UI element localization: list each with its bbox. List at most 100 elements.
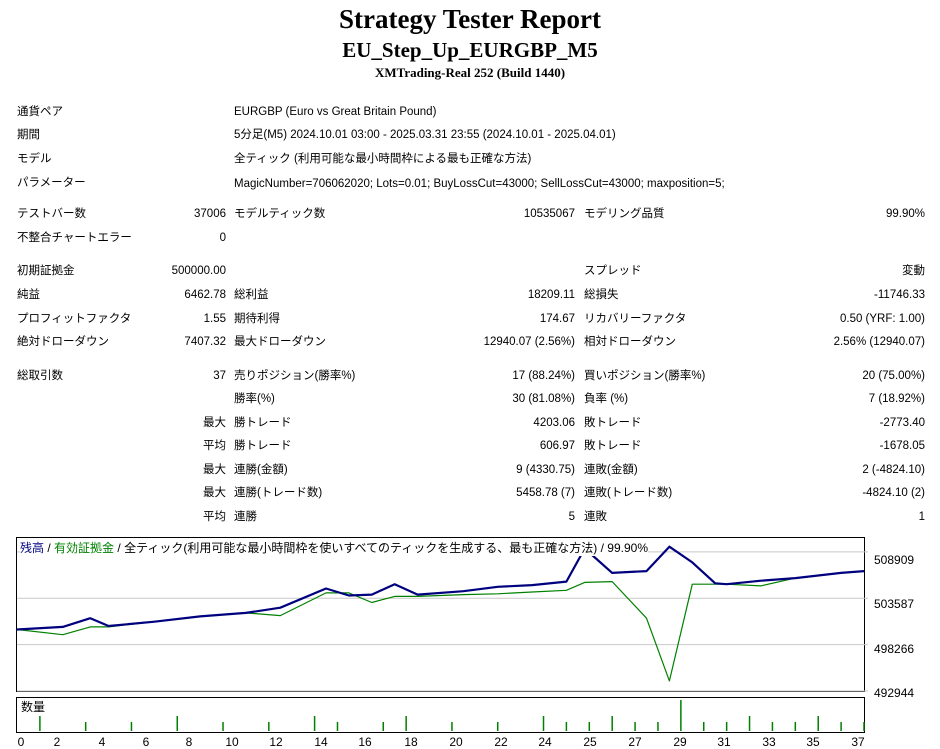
average-cons-label: 平均 <box>203 511 226 523</box>
x-tick-label: 6 <box>142 735 150 749</box>
x-tick-label: 37 <box>851 735 865 749</box>
chart-legend: 残高 / 有効証拠金 / 全ティック(利用可能な最小時間枠を使いすべてのティック… <box>20 540 648 556</box>
long-positions-label: 買いポジション(勝率%) <box>584 370 706 382</box>
win-rate-label: 勝率(%) <box>234 393 275 405</box>
max-cons-losses-money-value: 2 (-4824.10) <box>862 464 925 476</box>
x-tick-label: 20 <box>449 735 463 749</box>
gross-profit-label: 総利益 <box>234 289 269 301</box>
max-cons-loss-label: 連敗(トレード数) <box>584 487 673 499</box>
x-tick-label: 4 <box>98 735 106 749</box>
win-rate-value: 30 (81.08%) <box>512 393 575 405</box>
recovery-factor-value: 0.50 (YRF: 1.00) <box>839 313 925 325</box>
y-tick-label: 503587 <box>874 597 915 611</box>
gross-loss-label: 総損失 <box>584 289 619 301</box>
avg-loss-value: -1678.05 <box>879 440 925 452</box>
largest-win-value: 4203.06 <box>533 417 575 429</box>
avg-cons-losses-value: 1 <box>918 511 925 523</box>
x-tick-label: 14 <box>314 735 328 749</box>
expected-payoff-label: 期待利得 <box>234 313 280 325</box>
report-subtitle: EU_Step_Up_EURGBP_M5 <box>342 38 598 62</box>
abs-drawdown-value: 7407.32 <box>184 336 226 348</box>
largest-loss-value: -2773.40 <box>879 417 925 429</box>
largest-win-label: 勝トレード <box>234 417 292 429</box>
volume-chart <box>16 697 865 733</box>
total-trades-value: 37 <box>213 370 226 382</box>
short-positions-label: 売りポジション(勝率%) <box>234 370 356 382</box>
x-tick-label: 2 <box>53 735 61 749</box>
long-positions-value: 20 (75.00%) <box>862 370 925 382</box>
x-tick-label: 10 <box>225 735 239 749</box>
mismatch-label: 不整合チャートエラー <box>17 232 132 244</box>
x-tick-label: 0 <box>17 735 25 749</box>
max-cons-profit-value: 5458.78 (7) <box>516 487 575 499</box>
maximal-label: 最大 <box>203 487 226 499</box>
pair-value: EURGBP (Euro vs Great Britain Pound) <box>234 106 437 118</box>
expected-payoff-value: 174.67 <box>539 313 575 325</box>
net-profit-value: 6462.78 <box>184 289 226 301</box>
deposit-value: 500000.00 <box>171 265 226 277</box>
abs-drawdown-label: 絶対ドローダウン <box>17 336 109 348</box>
net-profit-label: 純益 <box>17 289 40 301</box>
quality-label: モデリング品質 <box>584 208 665 220</box>
recovery-factor-label: リカバリーファクタ <box>584 313 687 325</box>
parameters-label: パラメーター <box>17 177 86 189</box>
max-cons-loss-value: -4824.10 (2) <box>862 487 925 499</box>
avg-loss-label: 敗トレード <box>584 440 642 452</box>
max-drawdown-value: 12940.07 (2.56%) <box>483 336 575 348</box>
volume-label: 数量 <box>21 700 46 714</box>
largest-label: 最大 <box>203 417 226 429</box>
x-tick-label: 33 <box>762 735 776 749</box>
parameters-value: MagicNumber=706062020; Lots=0.01; BuyLos… <box>234 178 725 190</box>
x-tick-label: 27 <box>628 735 642 749</box>
period-label: 期間 <box>17 129 40 141</box>
legend-equity: 有効証拠金 <box>54 541 115 555</box>
x-tick-label: 31 <box>717 735 731 749</box>
maximum-label: 最大 <box>203 464 226 476</box>
quality-value: 99.90% <box>885 208 925 220</box>
y-tick-label: 498266 <box>874 642 915 656</box>
bars-value: 37006 <box>194 208 226 220</box>
x-tick-label: 18 <box>404 735 418 749</box>
rel-drawdown-value: 2.56% (12940.07) <box>833 336 925 348</box>
report-title: Strategy Tester Report <box>339 4 601 34</box>
loss-rate-value: 7 (18.92%) <box>868 393 925 405</box>
legend-separator-2: / <box>114 541 125 555</box>
max-cons-wins-money-value: 9 (4330.75) <box>516 464 575 476</box>
avg-cons-wins-value: 5 <box>568 511 575 523</box>
gross-loss-value: -11746.33 <box>874 289 925 301</box>
x-tick-label: 16 <box>358 735 372 749</box>
x-tick-label: 8 <box>185 735 193 749</box>
avg-win-label: 勝トレード <box>234 440 292 452</box>
model-label: モデル <box>17 153 52 165</box>
pair-label: 通貨ペア <box>17 106 63 118</box>
bars-label: テストバー数 <box>17 208 86 220</box>
server-info: XMTrading-Real 252 (Build 1440) <box>374 65 566 80</box>
period-value: 5分足(M5) 2024.10.01 03:00 - 2025.03.31 23… <box>234 129 616 141</box>
x-tick-label: 22 <box>494 735 508 749</box>
max-drawdown-label: 最大ドローダウン <box>234 336 326 348</box>
equity-line <box>16 570 865 682</box>
profit-factor-value: 1.55 <box>203 313 226 325</box>
average-label: 平均 <box>203 440 226 452</box>
avg-cons-losses-label: 連敗 <box>584 511 607 523</box>
gross-profit-value: 18209.11 <box>527 289 575 301</box>
total-trades-label: 総取引数 <box>17 370 63 382</box>
legend-separator-1: / <box>44 541 55 555</box>
y-tick-label: 508909 <box>874 553 915 567</box>
deposit-label: 初期証拠金 <box>17 265 75 277</box>
y-tick-label: 492944 <box>874 686 915 700</box>
legend-balance: 残高 <box>20 541 45 555</box>
balance-line <box>16 545 865 631</box>
avg-win-value: 606.97 <box>539 440 575 452</box>
x-tick-label: 12 <box>269 735 283 749</box>
legend-description: 全ティック(利用可能な最小時間枠を使いすべてのティックを生成する、最も正確な方法… <box>124 541 648 555</box>
largest-loss-label: 敗トレード <box>584 417 642 429</box>
profit-factor-label: プロフィットファクタ <box>17 313 132 325</box>
x-tick-label: 24 <box>538 735 552 749</box>
rel-drawdown-label: 相対ドローダウン <box>584 336 676 348</box>
short-positions-value: 17 (88.24%) <box>512 370 575 382</box>
x-tick-label: 35 <box>806 735 820 749</box>
avg-cons-wins-label: 連勝 <box>234 511 257 523</box>
max-cons-losses-money-label: 連敗(金額) <box>584 464 638 476</box>
